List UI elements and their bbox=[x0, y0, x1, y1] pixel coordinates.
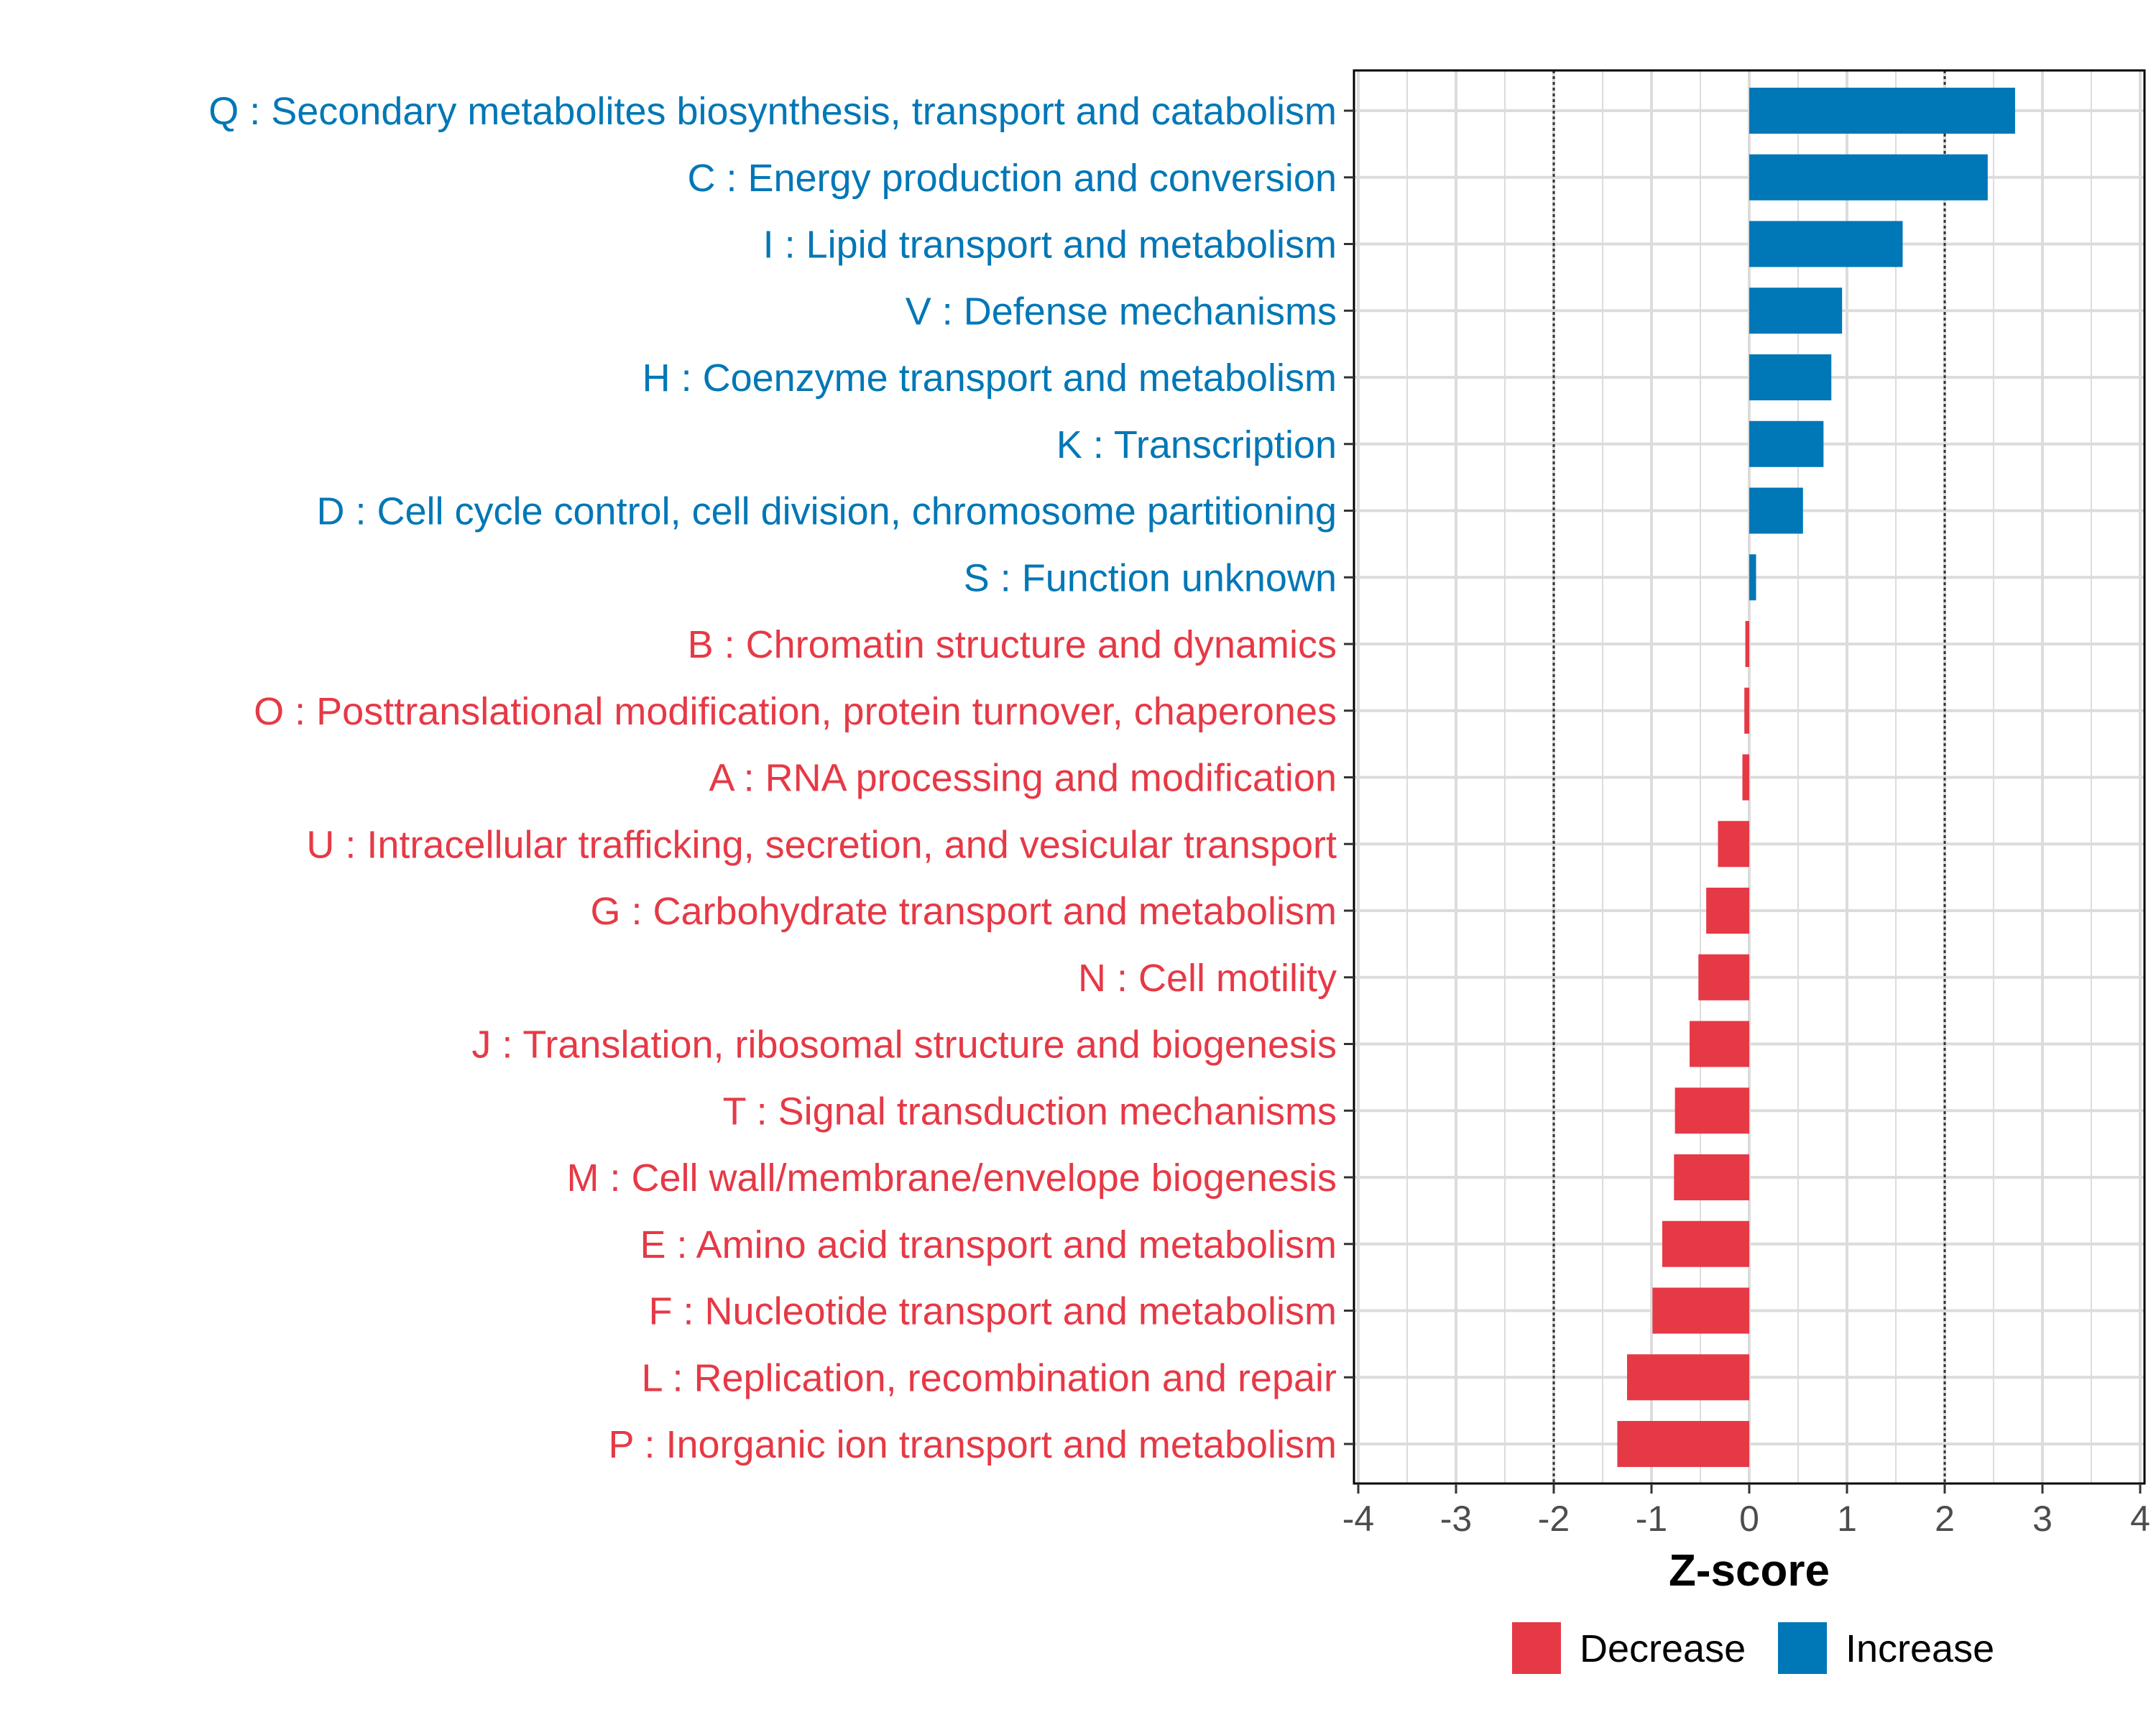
bar bbox=[1627, 1354, 1749, 1401]
category-label: A : RNA processing and modification bbox=[709, 757, 1337, 800]
category-label: B : Chromatin structure and dynamics bbox=[688, 623, 1337, 666]
category-label: C : Energy production and conversion bbox=[687, 157, 1337, 200]
bar bbox=[1662, 1220, 1749, 1267]
bar bbox=[1742, 754, 1749, 801]
x-tick-label: -3 bbox=[1440, 1499, 1472, 1539]
category-label: M : Cell wall/membrane/envelope biogenes… bbox=[566, 1156, 1337, 1200]
category-label: L : Replication, recombination and repai… bbox=[641, 1356, 1337, 1399]
category-label: S : Function unknown bbox=[964, 556, 1337, 599]
category-label: G : Carbohydrate transport and metabolis… bbox=[591, 890, 1337, 933]
category-label: F : Nucleotide transport and metabolism bbox=[649, 1290, 1337, 1333]
category-label: I : Lipid transport and metabolism bbox=[763, 224, 1337, 267]
bar bbox=[1749, 354, 1832, 400]
category-label: D : Cell cycle control, cell division, c… bbox=[316, 490, 1337, 533]
category-label: E : Amino acid transport and metabolism bbox=[640, 1223, 1337, 1266]
legend-swatch bbox=[1512, 1622, 1561, 1674]
bar bbox=[1690, 1021, 1749, 1067]
category-label: Q : Secondary metabolites biosynthesis, … bbox=[208, 90, 1337, 133]
x-tick-label: -1 bbox=[1636, 1499, 1667, 1539]
x-tick-label: 3 bbox=[2032, 1499, 2053, 1539]
category-label: V : Defense mechanisms bbox=[906, 290, 1337, 333]
category-label: O : Posttranslational modification, prot… bbox=[254, 690, 1337, 733]
bar bbox=[1652, 1287, 1749, 1334]
x-tick-label: 0 bbox=[1739, 1499, 1759, 1539]
x-tick-label: 1 bbox=[1837, 1499, 1857, 1539]
legend-label: Decrease bbox=[1580, 1627, 1746, 1670]
bar bbox=[1749, 88, 2015, 134]
category-label: H : Coenzyme transport and metabolism bbox=[642, 356, 1337, 400]
bar bbox=[1698, 954, 1749, 1000]
legend-label: Increase bbox=[1846, 1627, 1994, 1670]
bar bbox=[1674, 1087, 1749, 1134]
legend: Decrease Increase bbox=[1512, 1622, 1994, 1674]
category-label: K : Transcription bbox=[1056, 423, 1337, 466]
bar bbox=[1749, 420, 1824, 467]
bar bbox=[1706, 888, 1749, 934]
x-axis-tick-labels: -4 -3 -2 -1 0 1 2 3 4 bbox=[1342, 1499, 2150, 1539]
y-axis-category-labels: Q : Secondary metabolites biosynthesis, … bbox=[208, 90, 1337, 1466]
legend-swatch bbox=[1778, 1622, 1827, 1674]
x-tick-label: -4 bbox=[1342, 1499, 1374, 1539]
bar bbox=[1749, 154, 1988, 201]
bar bbox=[1749, 487, 1803, 534]
category-label: T : Signal transduction mechanisms bbox=[723, 1090, 1337, 1133]
bar bbox=[1749, 221, 1903, 267]
bar bbox=[1617, 1421, 1749, 1467]
category-label: U : Intracellular trafficking, secretion… bbox=[306, 823, 1337, 866]
category-label: J : Translation, ribosomal structure and… bbox=[471, 1024, 1337, 1067]
bar bbox=[1749, 288, 1843, 334]
bar bbox=[1749, 554, 1756, 601]
x-tick-label: 4 bbox=[2130, 1499, 2150, 1539]
bar bbox=[1744, 687, 1749, 734]
bar bbox=[1674, 1154, 1749, 1200]
x-tick-label: -2 bbox=[1538, 1499, 1570, 1539]
x-tick-label: 2 bbox=[1935, 1499, 1955, 1539]
bars bbox=[1617, 88, 2015, 1467]
y-axis-ticks bbox=[1344, 109, 1354, 1445]
x-axis-title: Z-score bbox=[1669, 1546, 1830, 1596]
bar bbox=[1745, 621, 1749, 667]
x-axis-ticks bbox=[1357, 1484, 2142, 1494]
category-label: N : Cell motility bbox=[1078, 957, 1337, 1000]
bar bbox=[1718, 821, 1749, 868]
category-label: P : Inorganic ion transport and metaboli… bbox=[608, 1423, 1337, 1466]
